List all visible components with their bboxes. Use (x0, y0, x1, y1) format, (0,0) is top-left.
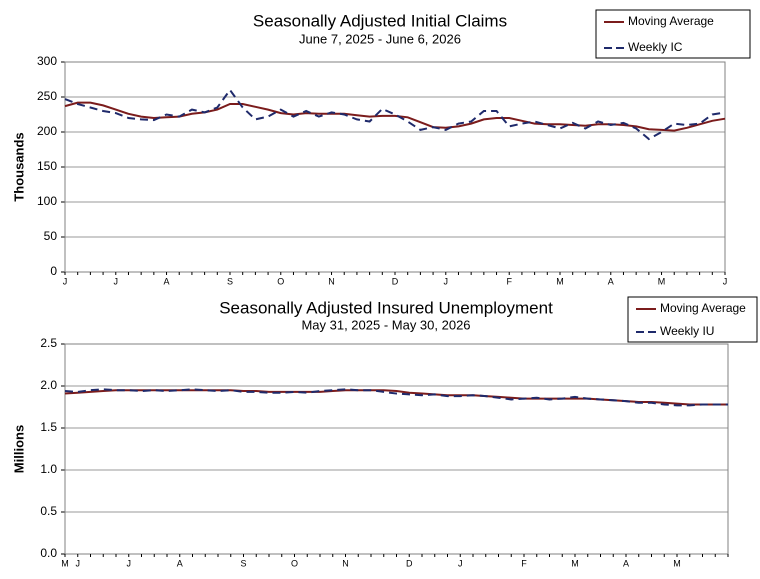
x-tick-label: J (444, 276, 449, 286)
x-tick-label: M (658, 276, 666, 286)
x-tick-label: O (277, 276, 284, 286)
y-tick-label: 0.5 (40, 504, 57, 518)
x-tick-label: A (164, 276, 170, 286)
series-line (64, 388, 728, 407)
legend-label: Moving Average (628, 14, 714, 28)
series-line (64, 101, 726, 132)
chart-subtitle: June 7, 2025 - June 6, 2026 (299, 31, 461, 46)
plot-frame (64, 343, 729, 555)
legend-label: Weekly IC (628, 40, 683, 54)
x-tick-label: M (571, 558, 579, 568)
x-tick-label: M (673, 558, 681, 568)
chart-title: Seasonally Adjusted Initial Claims (253, 11, 507, 30)
x-tick-label: F (506, 276, 512, 286)
x-tick-label: D (392, 276, 399, 286)
x-tick-label: M (61, 558, 69, 568)
x-tick-label: N (342, 558, 349, 568)
y-tick-label: 100 (37, 194, 57, 208)
legend-label: Weekly IU (660, 324, 714, 338)
x-tick-label: J (723, 276, 728, 286)
x-tick-label: O (291, 558, 298, 568)
x-tick-label: J (127, 558, 132, 568)
chart-title: Seasonally Adjusted Insured Unemployment (219, 298, 553, 317)
series-line (64, 88, 726, 141)
x-tick-label: A (608, 276, 614, 286)
x-tick-label: S (240, 558, 246, 568)
x-tick-label: F (521, 558, 527, 568)
x-tick-label: J (114, 276, 119, 286)
y-tick-label: 300 (37, 54, 57, 68)
x-tick-label: S (227, 276, 233, 286)
x-tick-label: N (328, 276, 335, 286)
legend-label: Moving Average (660, 301, 746, 315)
y-tick-label: 150 (37, 159, 57, 173)
y-tick-label: 50 (44, 229, 58, 243)
x-tick-label: J (76, 558, 81, 568)
x-tick-label: J (458, 558, 463, 568)
x-tick-label: A (177, 558, 183, 568)
x-tick-label: D (406, 558, 413, 568)
y-tick-label: 0.0 (40, 546, 57, 560)
legend-box (627, 296, 758, 343)
y-tick-label: 200 (37, 124, 57, 138)
x-tick-label: M (556, 276, 564, 286)
y-tick-label: 2.0 (40, 378, 57, 392)
y-tick-label: 250 (37, 89, 57, 103)
y-tick-label: 1.5 (40, 420, 57, 434)
y-axis-label: Thousands (11, 132, 26, 201)
chart-subtitle: May 31, 2025 - May 30, 2026 (301, 317, 470, 332)
legend-box (595, 9, 751, 59)
y-tick-label: 2.5 (40, 336, 57, 350)
y-tick-label: 1.0 (40, 462, 57, 476)
x-tick-label: A (623, 558, 629, 568)
y-tick-label: 0 (50, 264, 57, 278)
y-axis-label: Millions (11, 425, 26, 473)
x-tick-label: J (63, 276, 68, 286)
